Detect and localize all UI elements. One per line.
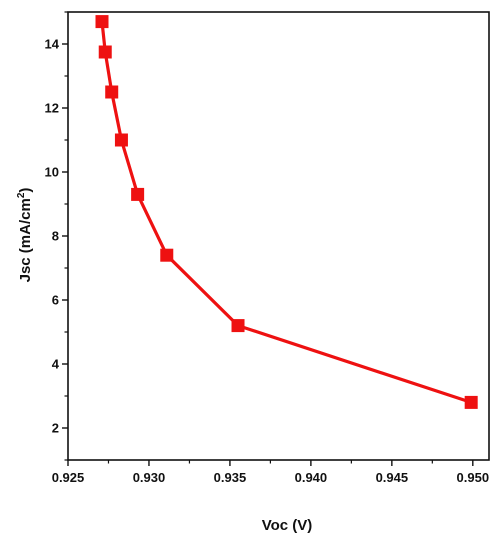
data-point bbox=[95, 15, 109, 29]
y-tick-label: 4 bbox=[52, 357, 60, 372]
data-point bbox=[131, 187, 145, 201]
x-tick-label: 0.935 bbox=[214, 470, 247, 485]
y-axis-title-superscript: 2 bbox=[16, 192, 27, 198]
series-line bbox=[100, 21, 472, 404]
data-point bbox=[105, 85, 119, 99]
y-axis-title-main: Jsc (mA/cm bbox=[17, 198, 34, 282]
data-point bbox=[160, 248, 174, 262]
data-point bbox=[98, 45, 112, 59]
x-tick-label: 0.950 bbox=[457, 470, 490, 485]
axes: 0.925 0.930 0.935 0.940 0.945 0.950 2 4 6 8 10 12 14 bbox=[45, 11, 490, 485]
y-tick-label: 14 bbox=[45, 37, 60, 52]
y-tick-label: 2 bbox=[52, 421, 59, 436]
series-layer bbox=[95, 15, 478, 409]
y-tick-label: 8 bbox=[52, 229, 59, 244]
x-axis-title: Voc (V) bbox=[262, 517, 313, 534]
y-axis-title: Jsc (mA/cm2) bbox=[16, 188, 34, 283]
data-point bbox=[114, 133, 128, 147]
labels-layer: Voc (V) Jsc (mA/cm2) bbox=[16, 188, 312, 534]
data-point bbox=[231, 319, 245, 333]
y-axis-title-end: ) bbox=[17, 188, 34, 193]
y-tick-label: 12 bbox=[45, 101, 59, 116]
x-tick-label: 0.930 bbox=[133, 470, 166, 485]
plot-frame bbox=[67, 11, 490, 461]
x-tick-label: 0.925 bbox=[52, 470, 85, 485]
x-tick-label: 0.940 bbox=[295, 470, 328, 485]
x-tick-label: 0.945 bbox=[376, 470, 409, 485]
y-tick-label: 6 bbox=[52, 293, 59, 308]
y-tick-label: 10 bbox=[45, 165, 59, 180]
data-point bbox=[464, 395, 478, 409]
